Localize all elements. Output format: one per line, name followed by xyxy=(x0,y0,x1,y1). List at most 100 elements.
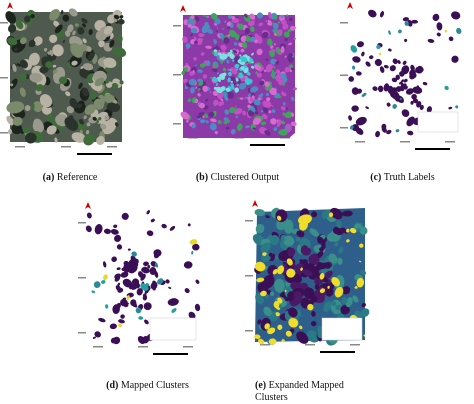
map-patch xyxy=(115,285,121,292)
map-patch xyxy=(194,303,201,312)
map-patch xyxy=(326,233,337,242)
map-patch xyxy=(267,38,273,46)
map-patch xyxy=(259,80,265,86)
map-patch xyxy=(24,15,31,23)
map-patch xyxy=(69,97,78,109)
map-patch xyxy=(265,215,270,219)
map-patch xyxy=(286,67,292,72)
map-patch xyxy=(208,111,215,118)
legend-box xyxy=(321,317,363,341)
map-patch xyxy=(407,130,414,136)
map-patch xyxy=(275,73,282,82)
map-patch xyxy=(277,95,282,99)
map-patch xyxy=(246,71,251,76)
map-patch xyxy=(250,65,255,69)
map-patch xyxy=(249,13,256,20)
map-patch xyxy=(262,113,268,120)
map-patch xyxy=(94,77,105,87)
map-patch xyxy=(271,69,275,73)
map-patch xyxy=(334,286,344,298)
map-patch xyxy=(411,19,419,24)
map-patch xyxy=(94,331,101,338)
map-patch xyxy=(126,281,131,286)
map-patch xyxy=(254,209,266,217)
map-patch xyxy=(207,28,214,34)
map-patch xyxy=(409,73,416,80)
map-patch xyxy=(119,15,124,19)
map-patch xyxy=(338,246,344,254)
map-patch xyxy=(140,283,149,291)
map-patch xyxy=(267,327,276,335)
map-patch xyxy=(187,223,191,227)
map-patch xyxy=(96,135,105,145)
map-patch xyxy=(255,223,265,234)
map-patch xyxy=(273,32,277,36)
map-patch xyxy=(198,81,204,86)
map-patch xyxy=(8,24,17,33)
map-patch xyxy=(401,83,408,90)
map-patch xyxy=(7,37,18,46)
map-patch xyxy=(402,69,406,73)
map-patch xyxy=(405,88,414,95)
map-patch xyxy=(16,63,21,67)
coord-tick xyxy=(61,146,71,148)
map-patch xyxy=(293,37,296,41)
map-patch xyxy=(346,239,350,243)
map-patch xyxy=(265,20,268,23)
map-patch xyxy=(6,101,25,114)
map-patch xyxy=(426,106,432,113)
map-patch xyxy=(348,115,352,121)
map-patch xyxy=(188,78,197,86)
map-patch xyxy=(290,121,297,127)
map-patch xyxy=(286,14,289,17)
map-patch xyxy=(227,77,231,83)
caption-text: Reference xyxy=(56,172,98,183)
map-patch xyxy=(60,10,64,15)
map-patch xyxy=(299,325,303,330)
coord-tick xyxy=(173,123,181,125)
map-patch xyxy=(284,111,294,119)
map-patch xyxy=(226,22,232,27)
map-patch xyxy=(232,49,238,54)
map-patch xyxy=(287,29,292,33)
map-patch xyxy=(234,105,237,108)
map-patch xyxy=(64,116,79,131)
map-patch xyxy=(323,270,333,280)
map-patch xyxy=(283,235,295,247)
caption-label: (d) xyxy=(106,380,119,391)
map-patch xyxy=(319,272,325,280)
map-patch xyxy=(280,91,287,97)
map-patch xyxy=(109,323,117,330)
map-patch xyxy=(297,309,302,318)
map-patch xyxy=(146,210,150,215)
map-patch xyxy=(359,243,364,248)
map-patch xyxy=(260,290,267,297)
map-patch xyxy=(381,123,387,130)
map-patch xyxy=(264,323,270,330)
map-patch xyxy=(28,52,40,66)
map-patch xyxy=(142,336,150,344)
map-patch xyxy=(356,41,364,48)
map-patch xyxy=(274,15,278,20)
map-patch xyxy=(165,279,170,284)
map-patch xyxy=(203,15,206,17)
map-patch xyxy=(223,117,229,122)
map-patch xyxy=(230,80,234,83)
map-patch xyxy=(193,40,198,44)
coord-tick xyxy=(260,344,270,346)
map-patch xyxy=(199,102,205,109)
map-patch xyxy=(102,56,107,60)
map-patch xyxy=(422,82,428,86)
map-patch xyxy=(264,130,271,136)
map-patch xyxy=(249,36,256,43)
caption: (c) Truth Labels xyxy=(335,172,470,184)
map-patch xyxy=(121,212,129,220)
map-patch xyxy=(113,224,118,228)
map-patch xyxy=(270,291,275,296)
map-patch xyxy=(116,302,121,310)
map-patch xyxy=(359,260,362,263)
map-patch xyxy=(236,84,239,87)
map-patch xyxy=(86,212,92,219)
map-patch xyxy=(376,44,381,50)
coord-tick xyxy=(78,222,86,224)
